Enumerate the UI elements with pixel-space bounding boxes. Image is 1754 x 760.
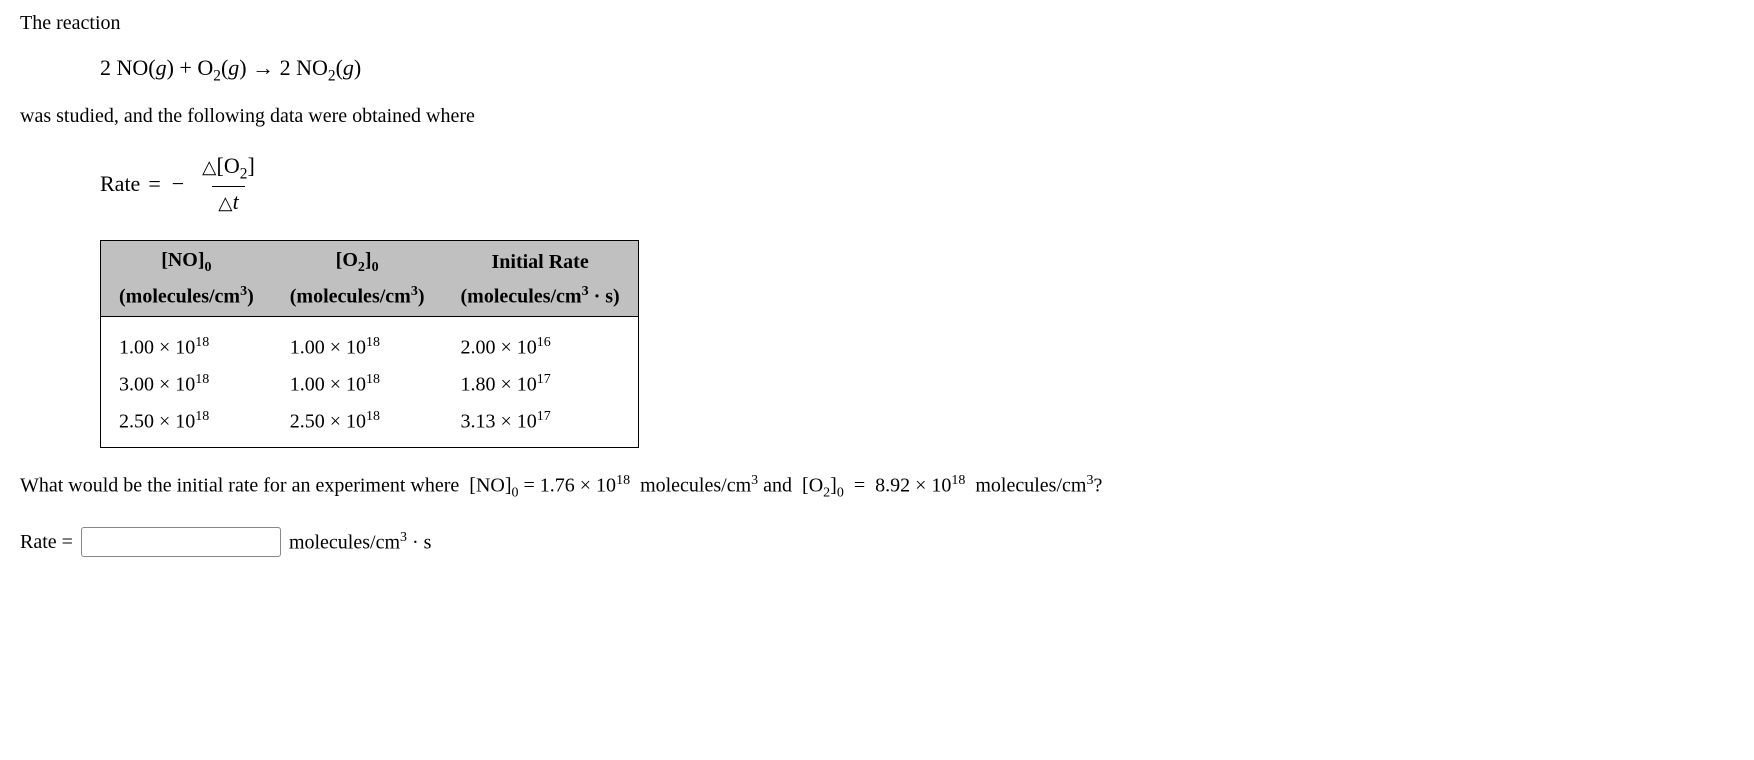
answer-unit: molecules/cm3 · s: [289, 530, 432, 555]
table-row: 1.00 × 1018 1.00 × 1018 2.00 × 1016: [101, 317, 639, 366]
rate-denominator: △t: [212, 186, 245, 215]
col-unit-rate: (molecules/cm3 · s): [443, 280, 639, 317]
col-header-rate: Initial Rate: [443, 240, 639, 280]
col-header-no: [NO]0: [101, 240, 272, 280]
table-row: 3.00 × 1018 1.00 × 1018 1.80 × 1017: [101, 366, 639, 403]
rate-label: Rate: [100, 171, 140, 197]
answer-row: Rate = molecules/cm3 · s: [20, 527, 1734, 557]
cell: 2.50 × 1018: [101, 403, 272, 448]
rate-input[interactable]: [81, 527, 281, 557]
intro-text: The reaction: [20, 12, 1734, 35]
question-text: What would be the initial rate for an ex…: [20, 473, 1734, 502]
cell: 1.00 × 1018: [272, 366, 443, 403]
question-suffix: ?: [1093, 475, 1102, 497]
intro-text-2: was studied, and the following data were…: [20, 105, 1734, 128]
col-unit-o2: (molecules/cm3): [272, 280, 443, 317]
cell: 2.50 × 1018: [272, 403, 443, 448]
rate-numerator: △[O2]: [196, 153, 261, 185]
cell: 3.13 × 1017: [443, 403, 639, 448]
rate-definition: Rate = − △[O2] △t: [100, 153, 1734, 214]
reaction-equation: 2 NO(g) + O2(g) → 2 NO2(g): [100, 55, 1734, 85]
cell: 1.00 × 1018: [272, 317, 443, 366]
col-unit-no: (molecules/cm3): [101, 280, 272, 317]
data-table: [NO]0 [O2]0 Initial Rate (molecules/cm3)…: [100, 240, 639, 449]
cell: 2.00 × 1016: [443, 317, 639, 366]
cell: 1.80 × 1017: [443, 366, 639, 403]
question-and: and: [763, 475, 797, 497]
table-row: 2.50 × 1018 2.50 × 1018 3.13 × 1017: [101, 403, 639, 448]
col-header-o2: [O2]0: [272, 240, 443, 280]
cell: 3.00 × 1018: [101, 366, 272, 403]
answer-label: Rate =: [20, 531, 73, 554]
cell: 1.00 × 1018: [101, 317, 272, 366]
question-prefix: What would be the initial rate for an ex…: [20, 475, 464, 497]
